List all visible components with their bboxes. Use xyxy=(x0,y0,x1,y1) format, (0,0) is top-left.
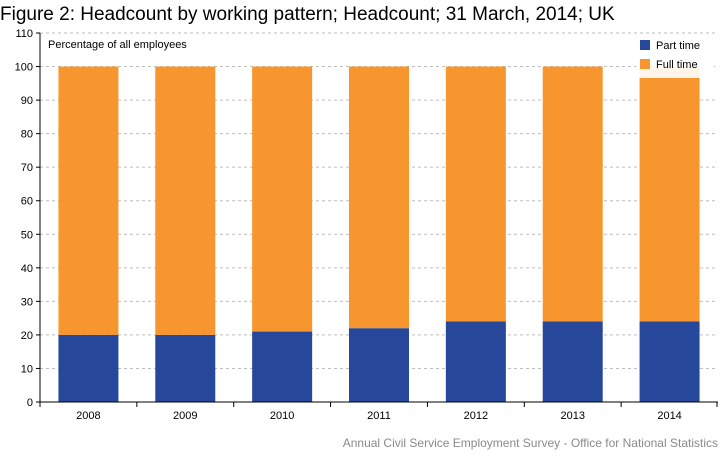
bar-full-time-2011 xyxy=(349,66,409,329)
bar-part-time-2008 xyxy=(58,334,119,402)
y-axis-ticks: 0 10 20 30 40 50 60 70 80 90 100 110 xyxy=(15,28,40,409)
y-tick-label: 80 xyxy=(21,129,33,141)
bar-full-time-2012 xyxy=(445,66,506,322)
source-note: Annual Civil Service Employment Survey -… xyxy=(342,436,718,450)
bar-part-time-2014 xyxy=(639,321,700,402)
y-tick-label: 90 xyxy=(21,95,33,107)
legend-label: Part time xyxy=(656,40,700,52)
bar-part-time-2012 xyxy=(445,321,506,402)
bars xyxy=(58,66,700,402)
x-tick-label: 2009 xyxy=(173,410,197,422)
y-tick-label: 0 xyxy=(27,397,33,409)
bar-full-time-2010 xyxy=(252,66,313,332)
x-tick-label: 2012 xyxy=(464,410,488,422)
bar-part-time-2009 xyxy=(155,334,216,402)
x-tick-label: 2014 xyxy=(657,410,681,422)
y-axis-label: Percentage of all employees xyxy=(48,39,187,51)
y-tick-label: 60 xyxy=(21,196,33,208)
bar-part-time-2013 xyxy=(542,321,603,402)
y-tick-label: 20 xyxy=(21,330,33,342)
y-tick-label: 110 xyxy=(15,28,33,40)
y-tick-label: 100 xyxy=(15,62,33,74)
y-tick-label: 70 xyxy=(21,162,33,174)
x-tick-label: 2008 xyxy=(76,410,100,422)
bar-full-time-2014 xyxy=(639,66,700,322)
bar-part-time-2011 xyxy=(349,328,409,402)
legend-label: Full time xyxy=(656,59,698,71)
axes xyxy=(39,33,718,407)
bar-part-time-2010 xyxy=(252,331,313,402)
y-tick-label: 50 xyxy=(21,229,33,241)
y-tick-label: 30 xyxy=(21,296,33,308)
legend-swatch xyxy=(640,59,650,69)
y-tick-label: 10 xyxy=(21,363,33,375)
bar-full-time-2008 xyxy=(58,66,119,335)
y-tick-label: 40 xyxy=(21,263,33,275)
x-axis-ticks: 2008 2009 2010 2011 2012 2013 2014 xyxy=(76,402,718,422)
x-tick-label: 2010 xyxy=(270,410,294,422)
chart-title: Figure 2: Headcount by working pattern; … xyxy=(0,4,615,25)
legend-swatch xyxy=(640,40,650,50)
legend: Part time Full time xyxy=(636,34,714,78)
bar-full-time-2009 xyxy=(155,66,216,335)
bar-full-time-2013 xyxy=(542,66,603,322)
x-tick-label: 2011 xyxy=(367,410,391,422)
x-tick-label: 2013 xyxy=(560,410,584,422)
